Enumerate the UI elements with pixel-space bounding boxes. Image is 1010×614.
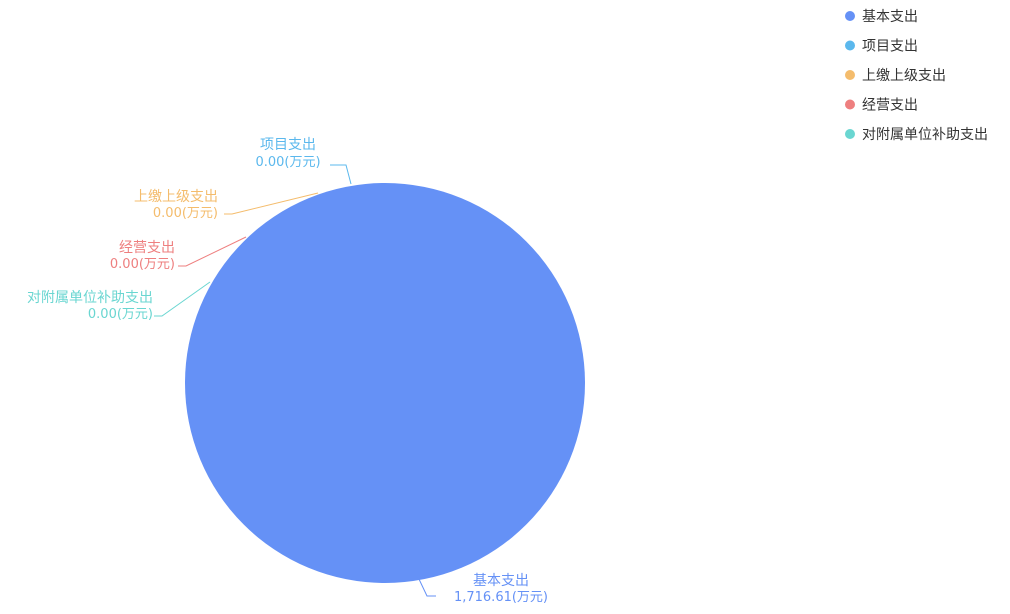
data-label-value-series-0: 1,716.61(万元) xyxy=(454,590,548,605)
legend-label-series-2: 上缴上级支出 xyxy=(862,68,946,84)
data-label-name-series-4: 对附属单位补助支出 xyxy=(27,290,153,306)
legend-label-series-3: 经营支出 xyxy=(862,98,918,114)
legend-marker-series-3 xyxy=(845,99,855,110)
legend-item-series-4[interactable]: 对附属单位补助支出 xyxy=(845,127,988,143)
legend-marker-series-4 xyxy=(845,129,855,139)
legend-label-series-0: 基本支出 xyxy=(862,8,918,25)
legend-marker-series-0 xyxy=(845,11,855,21)
data-label-name-series-2: 上缴上级支出 xyxy=(134,189,218,205)
data-label-name-series-0: 基本支出 xyxy=(473,572,529,589)
data-label-name-series-1: 项目支出 xyxy=(260,137,316,153)
legend-label-series-4: 对附属单位补助支出 xyxy=(862,127,988,143)
data-label-value-series-2: 0.00(万元) xyxy=(153,206,218,221)
data-label-value-series-4: 0.00(万元) xyxy=(88,307,153,322)
leader-line-series-3 xyxy=(178,236,247,267)
leader-lines-layer xyxy=(154,164,436,597)
legend-marker-series-2 xyxy=(845,70,855,80)
legend-item-series-3[interactable]: 经营支出 xyxy=(845,98,918,114)
slices-layer xyxy=(185,183,585,583)
data-label-value-series-3: 0.00(万元) xyxy=(110,257,175,272)
data-label-name-series-3: 经营支出 xyxy=(119,240,175,256)
legend-marker-series-1 xyxy=(845,40,855,51)
leader-line-series-4 xyxy=(154,281,211,317)
pie-slice-series-0[interactable] xyxy=(185,183,585,583)
legend-item-series-2[interactable]: 上缴上级支出 xyxy=(845,68,946,84)
leader-line-series-0 xyxy=(417,576,436,597)
legend-label-series-1: 项目支出 xyxy=(862,39,918,55)
data-label-value-series-1: 0.00(万元) xyxy=(255,155,320,170)
leader-line-series-2 xyxy=(224,192,319,215)
legend-item-series-0[interactable]: 基本支出 xyxy=(845,8,918,25)
data-labels-layer: 基本支出1,716.61(万元)项目支出0.00(万元)上缴上级支出0.00(万… xyxy=(27,137,548,605)
leader-line-series-1 xyxy=(330,164,352,185)
legend-item-series-1[interactable]: 项目支出 xyxy=(845,39,918,55)
